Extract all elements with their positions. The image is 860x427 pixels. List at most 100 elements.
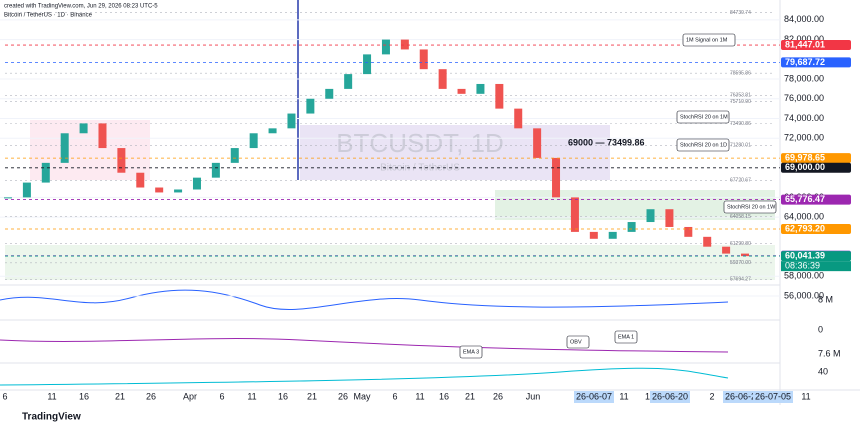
candle xyxy=(325,88,334,99)
price-tick-label: 72,000.00 xyxy=(784,133,824,143)
candle xyxy=(174,189,183,193)
price-tick-label: 64,000.00 xyxy=(784,211,824,221)
candle xyxy=(627,222,636,232)
time-label: 2 xyxy=(709,391,714,401)
candle xyxy=(117,148,126,173)
price-badge xyxy=(781,40,851,51)
annotation-box xyxy=(676,110,730,124)
level-label: 64058.15 xyxy=(730,214,751,220)
annotation: 1M Signal on 1M xyxy=(686,37,728,43)
level-label: 67720.67 xyxy=(730,178,751,184)
indicator-axis-label: 7.6 M xyxy=(818,348,841,358)
countdown: 08:36:39 xyxy=(785,261,820,271)
time-label: 11 xyxy=(619,391,628,401)
level-label: 57694.27 xyxy=(730,277,751,283)
price-badge-label: 60,041.39 xyxy=(785,251,825,261)
price-badge xyxy=(781,153,851,164)
time-label: May xyxy=(353,391,371,401)
candle xyxy=(287,113,296,129)
candle xyxy=(570,197,579,232)
candle xyxy=(703,236,712,247)
time-highlight xyxy=(753,391,793,403)
price-badge xyxy=(781,57,851,68)
level-label: 59370.00 xyxy=(730,260,751,266)
level-label: 84739.74 xyxy=(730,10,751,16)
countdown-badge xyxy=(781,261,851,272)
price-badge-label: 81,447.01 xyxy=(785,39,825,49)
candle xyxy=(136,172,145,188)
candle xyxy=(533,128,542,158)
time-highlight xyxy=(574,391,614,403)
footer-logo: TradingView xyxy=(22,412,81,423)
price-badge-label: 62,793.20 xyxy=(785,223,825,233)
annotation: StochRSI 20 on 1M xyxy=(680,114,728,120)
level-label: 73490.86 xyxy=(730,121,751,127)
time-label: 11 xyxy=(247,391,256,401)
byline: created with TradingView.com, Jun 29, 20… xyxy=(4,4,158,10)
time-label: 6 xyxy=(392,391,397,401)
price-badge-label: 65,776.47 xyxy=(785,194,825,204)
candle xyxy=(438,69,447,89)
candle xyxy=(155,187,164,193)
indicator-axis-label: 0 xyxy=(818,324,823,334)
price-tick-label: 78,000.00 xyxy=(784,73,824,83)
candle xyxy=(249,133,258,149)
zone-box xyxy=(30,120,150,180)
candle xyxy=(211,162,220,178)
candle xyxy=(741,253,749,257)
price-tick-label: 56,000.00 xyxy=(784,290,824,300)
time-label: 6 xyxy=(2,391,7,401)
candle xyxy=(495,83,504,109)
price-badge xyxy=(781,162,851,173)
indicator-axis-label: 40 xyxy=(818,366,828,376)
price-badge-label: 79,687.72 xyxy=(785,57,825,67)
time-label: 26-07-05 xyxy=(755,391,791,401)
candle xyxy=(684,226,693,237)
time-label: 26-06-20 xyxy=(652,391,688,401)
time-label: 26 xyxy=(493,391,503,401)
candle xyxy=(192,177,201,190)
candle xyxy=(589,231,598,239)
time-label: 26 xyxy=(338,391,348,401)
annotation: StochRSI 20 on 1W xyxy=(727,204,776,210)
annotation-box xyxy=(614,330,638,344)
annotation: EMA 3 xyxy=(463,349,479,355)
time-label: 21 xyxy=(115,391,125,401)
time-label: 16 xyxy=(439,391,449,401)
time-label: Apr xyxy=(183,391,197,401)
time-label: Jun xyxy=(526,391,541,401)
annotation-box xyxy=(723,200,777,214)
time-label: 11 xyxy=(47,391,56,401)
candle xyxy=(41,162,50,183)
candle xyxy=(79,123,88,134)
price-tick-label: 76,000.00 xyxy=(784,93,824,103)
candle xyxy=(60,133,69,163)
time-label: 26-06-29 xyxy=(725,391,761,401)
price-badge-label: 69,000.00 xyxy=(785,162,825,172)
candle xyxy=(608,231,617,239)
candle xyxy=(22,182,31,198)
oscillator-line xyxy=(0,367,729,386)
candle xyxy=(363,54,372,75)
candle xyxy=(4,197,12,199)
level-label: 76353.81 xyxy=(730,93,751,99)
price-badge-label: 69,978.65 xyxy=(785,153,825,163)
candle xyxy=(476,83,485,94)
annotation-box xyxy=(459,345,483,359)
watermark-symbol: BTCUSDT, 1D xyxy=(336,128,504,158)
time-label: 11 xyxy=(415,391,424,401)
candle xyxy=(552,157,561,198)
level-label: 61299.80 xyxy=(730,241,751,247)
candle xyxy=(722,246,731,254)
time-label: 21 xyxy=(307,391,317,401)
time-label: 16 xyxy=(79,391,89,401)
level-label: 78595.86 xyxy=(730,70,751,76)
price-badge xyxy=(781,194,851,205)
symbol: Bitcoin / TetherUS · 1D · Binance xyxy=(4,13,93,19)
price-badge xyxy=(781,251,851,262)
indicator-axis-label: 8 M xyxy=(818,294,833,304)
time-highlight xyxy=(650,391,690,403)
candle xyxy=(400,39,409,50)
time-label: 16 xyxy=(278,391,288,401)
